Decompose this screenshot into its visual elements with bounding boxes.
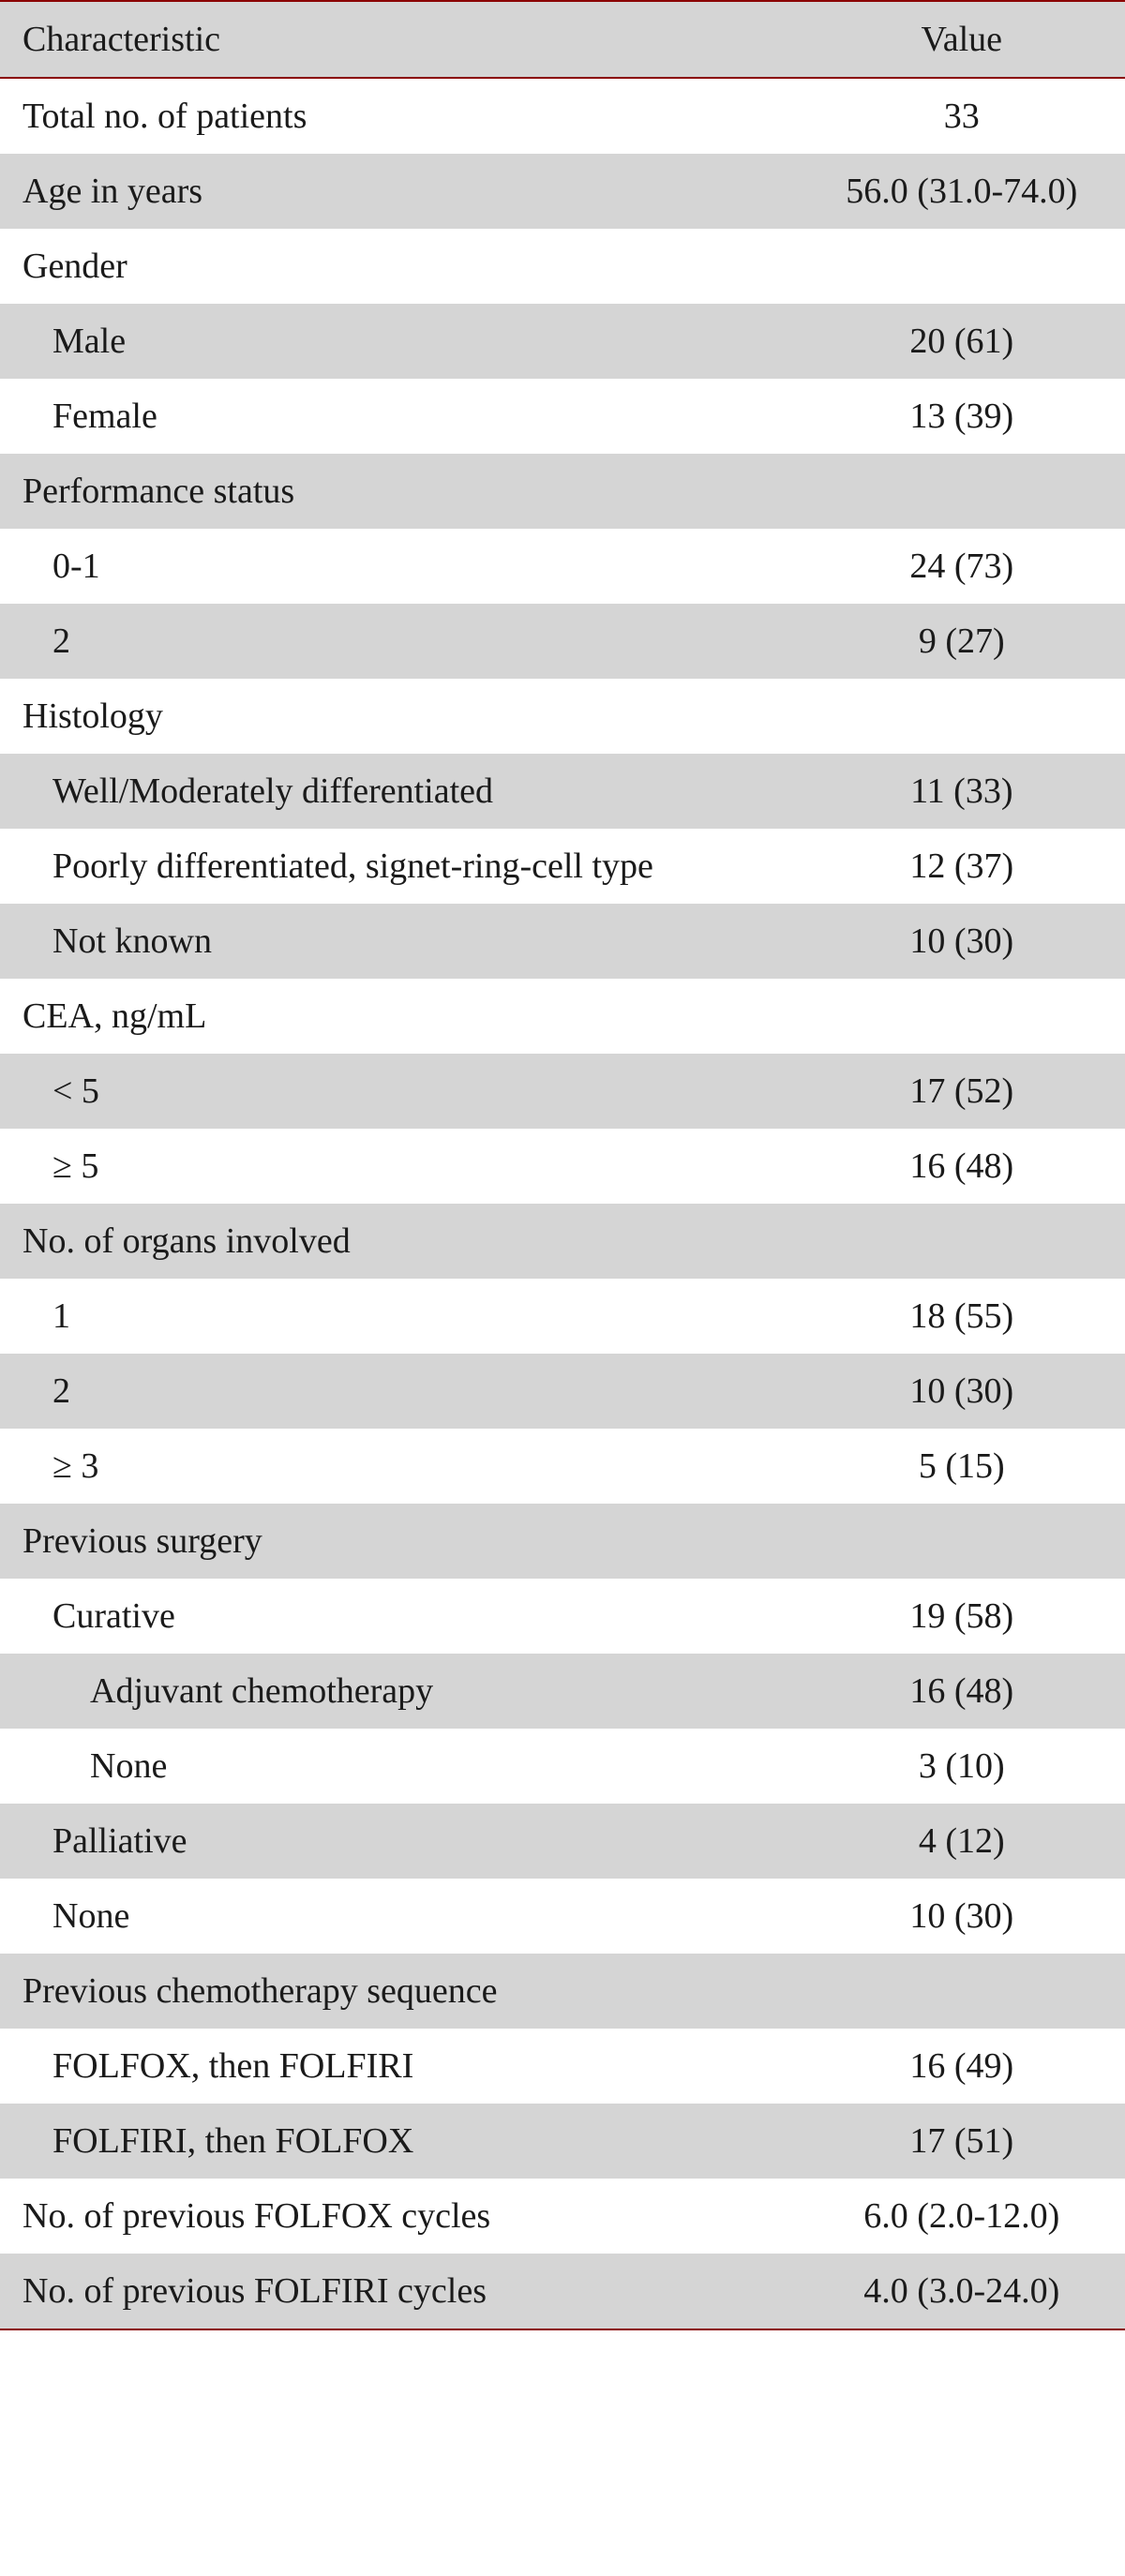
row-value: 10 (30) (799, 1879, 1125, 1954)
row-value: 16 (49) (799, 2029, 1125, 2104)
row-label: CEA, ng/mL (0, 979, 799, 1054)
table-row: No. of organs involved (0, 1204, 1125, 1279)
row-label: Performance status (0, 454, 799, 529)
table-row: Well/Moderately differentiated11 (33) (0, 754, 1125, 829)
table-row: 0-124 (73) (0, 529, 1125, 604)
row-label: Female (0, 379, 799, 454)
row-label: Total no. of patients (0, 78, 799, 154)
table-row: None3 (10) (0, 1729, 1125, 1804)
header-value: Value (799, 1, 1125, 78)
table-row: No. of previous FOLFIRI cycles4.0 (3.0-2… (0, 2254, 1125, 2329)
table-header-row: Characteristic Value (0, 1, 1125, 78)
row-label: ≥ 3 (0, 1429, 799, 1504)
row-label: Curative (0, 1579, 799, 1654)
row-label: 1 (0, 1279, 799, 1354)
row-label: FOLFIRI, then FOLFOX (0, 2104, 799, 2179)
row-label: Histology (0, 679, 799, 754)
row-label: Palliative (0, 1804, 799, 1879)
row-value: 9 (27) (799, 604, 1125, 679)
row-value: 4.0 (3.0-24.0) (799, 2254, 1125, 2329)
table-row: FOLFIRI, then FOLFOX17 (51) (0, 2104, 1125, 2179)
row-value (799, 1954, 1125, 2029)
row-label: No. of previous FOLFIRI cycles (0, 2254, 799, 2329)
table-row: 118 (55) (0, 1279, 1125, 1354)
row-label: Gender (0, 229, 799, 304)
row-label: Previous chemotherapy sequence (0, 1954, 799, 2029)
row-value (799, 1504, 1125, 1579)
row-value (799, 1204, 1125, 1279)
row-label: ≥ 5 (0, 1129, 799, 1204)
row-value: 12 (37) (799, 829, 1125, 904)
table-row: ≥ 516 (48) (0, 1129, 1125, 1204)
row-value (799, 679, 1125, 754)
row-value (799, 979, 1125, 1054)
table-row: No. of previous FOLFOX cycles6.0 (2.0-12… (0, 2179, 1125, 2254)
table-row: 29 (27) (0, 604, 1125, 679)
row-value: 10 (30) (799, 1354, 1125, 1429)
row-value: 24 (73) (799, 529, 1125, 604)
table-row: Curative19 (58) (0, 1579, 1125, 1654)
row-label: Adjuvant chemotherapy (0, 1654, 799, 1729)
row-label: None (0, 1879, 799, 1954)
table-row: Male20 (61) (0, 304, 1125, 379)
row-value: 20 (61) (799, 304, 1125, 379)
data-table: Characteristic Value Total no. of patien… (0, 0, 1125, 2330)
row-value (799, 229, 1125, 304)
row-label: Poorly differentiated, signet-ring-cell … (0, 829, 799, 904)
row-value: 33 (799, 78, 1125, 154)
row-label: No. of organs involved (0, 1204, 799, 1279)
row-label: None (0, 1729, 799, 1804)
table-body: Total no. of patients33Age in years56.0 … (0, 78, 1125, 2329)
row-label: FOLFOX, then FOLFIRI (0, 2029, 799, 2104)
table-row: Histology (0, 679, 1125, 754)
row-value: 16 (48) (799, 1129, 1125, 1204)
table-row: Gender (0, 229, 1125, 304)
row-label: Not known (0, 904, 799, 979)
table-row: Adjuvant chemotherapy16 (48) (0, 1654, 1125, 1729)
row-value (799, 454, 1125, 529)
row-label: No. of previous FOLFOX cycles (0, 2179, 799, 2254)
header-characteristic: Characteristic (0, 1, 799, 78)
table-row: CEA, ng/mL (0, 979, 1125, 1054)
row-value: 5 (15) (799, 1429, 1125, 1504)
row-label: 0-1 (0, 529, 799, 604)
row-value: 11 (33) (799, 754, 1125, 829)
row-label: Well/Moderately differentiated (0, 754, 799, 829)
table-row: Poorly differentiated, signet-ring-cell … (0, 829, 1125, 904)
row-label: < 5 (0, 1054, 799, 1129)
table-row: 210 (30) (0, 1354, 1125, 1429)
table-row: Age in years56.0 (31.0-74.0) (0, 154, 1125, 229)
table-row: Performance status (0, 454, 1125, 529)
table-row: Total no. of patients33 (0, 78, 1125, 154)
row-label: 2 (0, 1354, 799, 1429)
table-row: None10 (30) (0, 1879, 1125, 1954)
row-value: 13 (39) (799, 379, 1125, 454)
row-label: Age in years (0, 154, 799, 229)
table-row: Previous chemotherapy sequence (0, 1954, 1125, 2029)
table-row: Not known10 (30) (0, 904, 1125, 979)
row-label: 2 (0, 604, 799, 679)
row-value: 17 (52) (799, 1054, 1125, 1129)
row-value: 3 (10) (799, 1729, 1125, 1804)
row-label: Previous surgery (0, 1504, 799, 1579)
table-row: Female13 (39) (0, 379, 1125, 454)
row-value: 18 (55) (799, 1279, 1125, 1354)
table-row: Palliative4 (12) (0, 1804, 1125, 1879)
table-row: Previous surgery (0, 1504, 1125, 1579)
patient-characteristics-table: Characteristic Value Total no. of patien… (0, 0, 1125, 2330)
row-label: Male (0, 304, 799, 379)
row-value: 56.0 (31.0-74.0) (799, 154, 1125, 229)
table-row: < 517 (52) (0, 1054, 1125, 1129)
row-value: 16 (48) (799, 1654, 1125, 1729)
row-value: 10 (30) (799, 904, 1125, 979)
row-value: 6.0 (2.0-12.0) (799, 2179, 1125, 2254)
row-value: 19 (58) (799, 1579, 1125, 1654)
row-value: 4 (12) (799, 1804, 1125, 1879)
row-value: 17 (51) (799, 2104, 1125, 2179)
table-row: ≥ 35 (15) (0, 1429, 1125, 1504)
table-row: FOLFOX, then FOLFIRI16 (49) (0, 2029, 1125, 2104)
